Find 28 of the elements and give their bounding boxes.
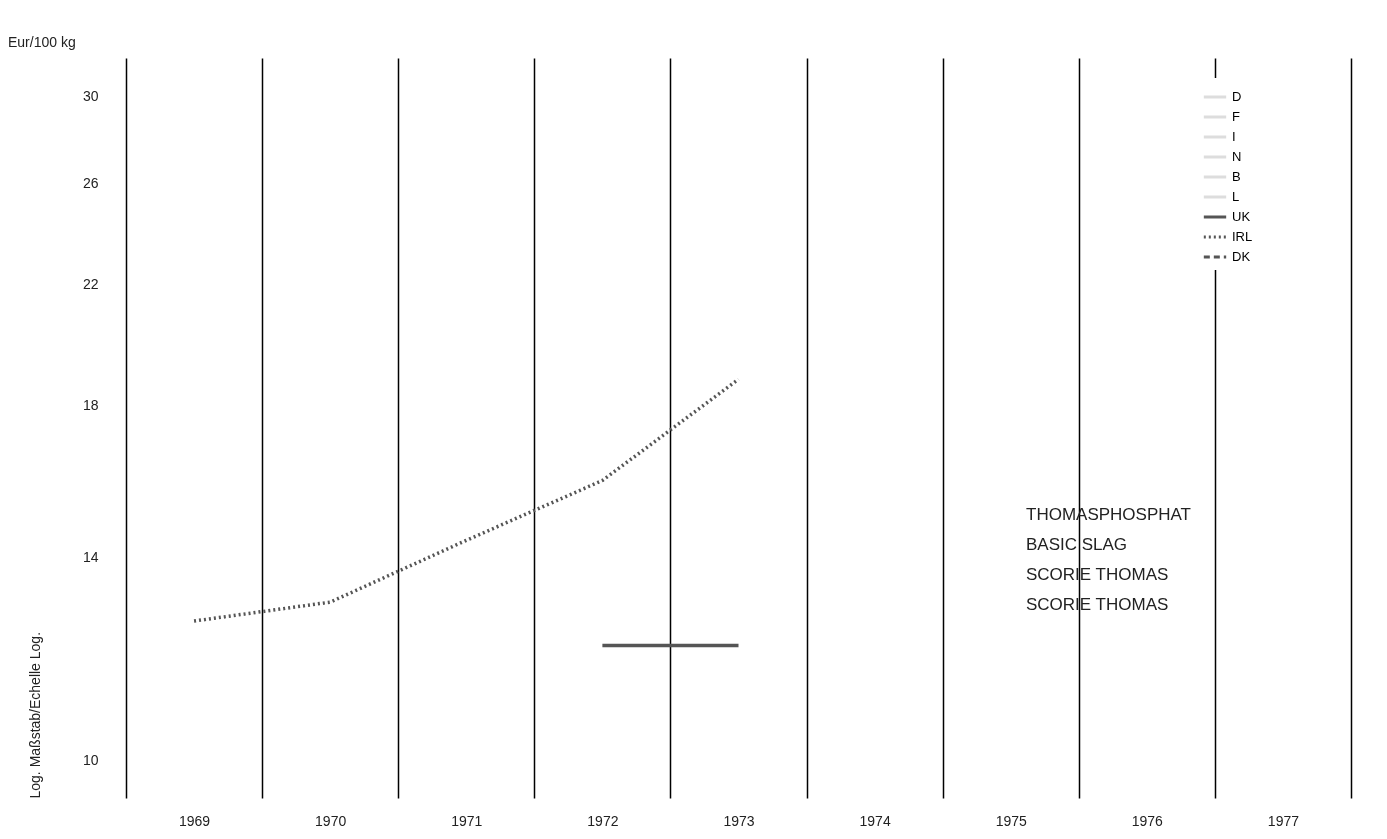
y-axis-title: Log. Maßstab/Echelle Log. [26,631,43,799]
chart-title: Eur/100 kg [8,34,76,50]
x-tick-label: 1976 [1131,812,1164,829]
legend-label: L [1232,189,1240,204]
x-tick-label: 1973 [723,812,755,829]
legend-label: UK [1232,209,1251,224]
legend-label: DK [1232,249,1251,264]
x-tick-label: 1971 [451,812,483,829]
y-tick-label: 10 [82,752,99,769]
x-tick-label: 1977 [1267,812,1300,829]
legend-label: D [1232,89,1242,104]
x-tick-label: 1974 [859,812,891,829]
y-tick-label: 22 [82,275,99,292]
legend-label: I [1232,129,1236,144]
y-tick-label: 14 [82,548,99,565]
annotation: BASIC SLAG [1026,535,1128,554]
x-tick-label: 1972 [587,812,619,829]
y-tick-label: 30 [82,88,99,105]
x-tick-label: 1970 [315,812,347,829]
legend-label: IRL [1232,229,1253,244]
y-tick-label: 26 [82,174,99,191]
legend-label: B [1232,169,1241,184]
y-tick-label: 18 [82,397,99,414]
line-series [192,377,741,623]
x-tick-label: 1969 [178,812,211,829]
x-tick-label: 1975 [995,812,1027,829]
legend-label: F [1232,109,1240,124]
legend-label: N [1232,149,1242,164]
